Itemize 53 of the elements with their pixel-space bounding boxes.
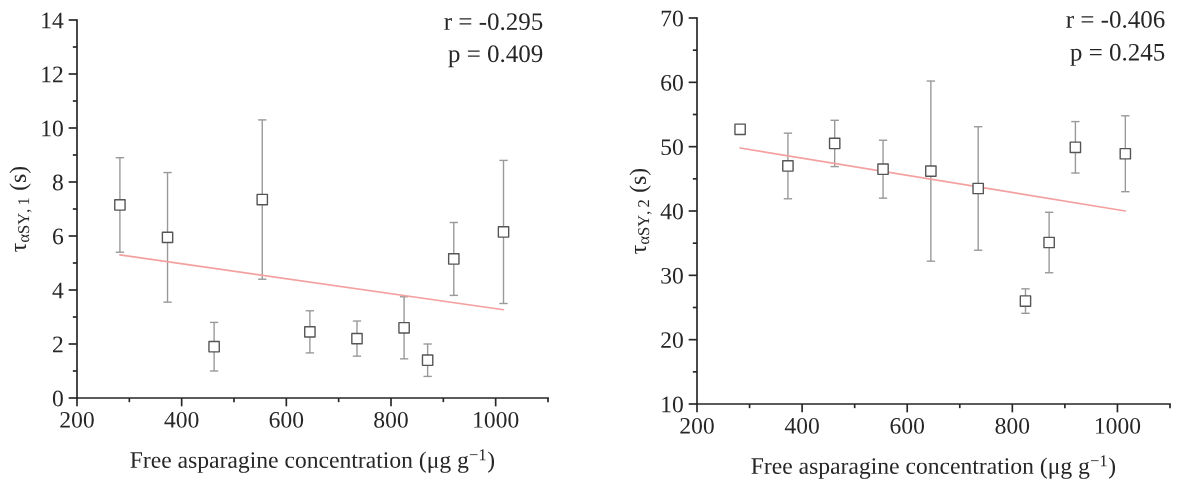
- point: [351, 332, 363, 345]
- annotation: r = -0.295: [444, 13, 543, 31]
- point: [114, 199, 126, 211]
- y-tick-label: 10: [42, 120, 63, 137]
- x-tick-label: 400: [164, 411, 199, 428]
- point: [161, 231, 174, 244]
- x-tick-label: 400: [784, 417, 819, 434]
- point: [972, 182, 985, 195]
- point: [208, 340, 220, 353]
- x-tick-label: 800: [995, 417, 1030, 434]
- y-tick-label: 2: [53, 336, 63, 353]
- annotation: r = -0.406: [1066, 11, 1165, 28]
- y-tick-label: 30: [661, 267, 683, 284]
- point: [925, 165, 937, 177]
- y-axis-title: τ$_{αSY,1}$ (s): [9, 166, 32, 252]
- annotation: p = 0.409: [448, 45, 543, 68]
- y-axis-title: τ$_{αSY,2}$ (s): [629, 168, 652, 254]
- x-tick-label: 600: [890, 417, 925, 434]
- y-tick-label: 40: [660, 203, 683, 220]
- x-tick-label: 200: [60, 411, 94, 428]
- point: [828, 137, 841, 150]
- point: [734, 123, 746, 136]
- y-tick-label: 60: [661, 74, 683, 91]
- y-tick-label: 6: [53, 228, 64, 245]
- point: [421, 354, 434, 367]
- x-tick-label: 200: [680, 417, 714, 434]
- point: [1043, 236, 1055, 249]
- annotation: p = 0.245: [1070, 43, 1165, 66]
- point: [877, 163, 889, 176]
- y-tick-label: 4: [52, 282, 64, 299]
- point: [447, 253, 460, 265]
- y-tick-label: 14: [42, 12, 64, 29]
- x-axis-title: Free asparagine concentration (μg g$^{−1}$): [130, 449, 495, 473]
- x-tick-label: 600: [269, 411, 304, 428]
- y-tick-label: 0: [52, 390, 63, 407]
- point: [782, 160, 794, 172]
- point: [1069, 141, 1082, 154]
- x-tick-label: 1000: [474, 411, 519, 428]
- y-tick-label: 8: [52, 174, 63, 191]
- x-axis-title: Free asparagine concentration (μg g$^{−1}$): [751, 455, 1116, 479]
- y-tick-label: 70: [661, 10, 683, 27]
- y-tick-label: 10: [662, 396, 683, 413]
- y-tick-label: 50: [661, 139, 683, 156]
- y-tick-label: 12: [42, 66, 63, 83]
- point: [304, 326, 316, 338]
- point: [398, 321, 410, 334]
- x-tick-label: 800: [374, 411, 408, 428]
- point: [1019, 295, 1032, 307]
- x-tick-label: 1000: [1095, 417, 1141, 434]
- y-tick-label: 20: [661, 332, 683, 349]
- point: [497, 226, 510, 238]
- point: [256, 193, 269, 206]
- point: [1119, 147, 1132, 160]
